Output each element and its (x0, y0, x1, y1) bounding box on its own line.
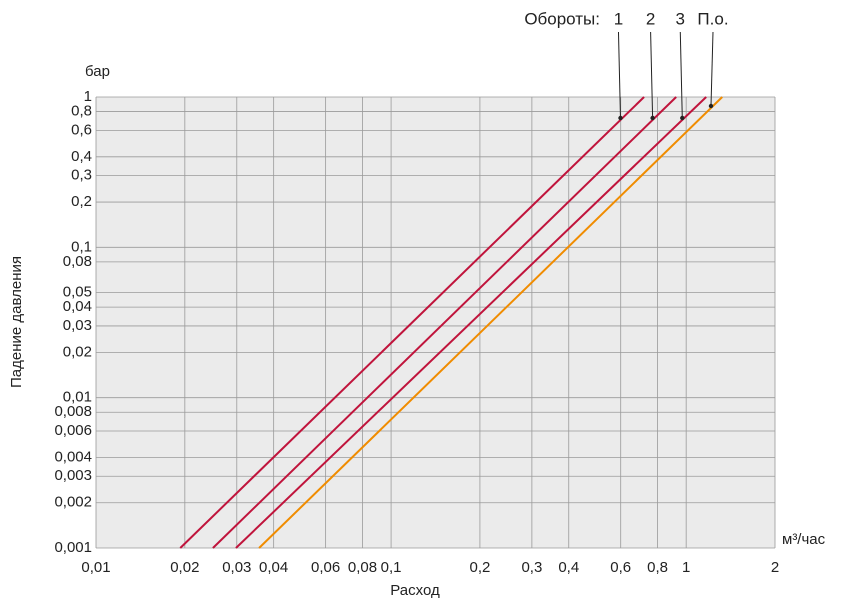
y-tick-label: 0,04 (63, 298, 92, 315)
legend-leader (679, 31, 683, 119)
y-tick-label: 0,8 (71, 103, 92, 120)
x-tick-label: 0,6 (610, 559, 631, 576)
y-tick-label: 0,4 (71, 148, 92, 165)
x-tick-label: 0,02 (170, 559, 199, 576)
legend-label: 3 (676, 9, 685, 28)
y-tick-label: 0,08 (63, 253, 92, 270)
x-tick-label: 0,1 (381, 559, 402, 576)
y-tick-label: 0,01 (63, 389, 92, 406)
legend-dot (680, 115, 685, 121)
y-tick-label: 0,2 (71, 193, 92, 210)
legend-leader (617, 31, 621, 119)
y-tick-label: 0,3 (71, 167, 92, 184)
y-unit: бар (85, 63, 110, 80)
legend-dot (650, 115, 655, 121)
x-axis-label: Расход (390, 582, 440, 599)
series-line (235, 96, 707, 549)
y-tick-label: 0,008 (54, 403, 92, 420)
y-tick-label: 0,6 (71, 121, 92, 138)
x-unit: м³/час (782, 531, 826, 548)
legend-label: 1 (614, 9, 623, 28)
legend-leader (710, 31, 714, 107)
x-tick-label: 0,4 (558, 559, 579, 576)
series-line (179, 96, 645, 549)
y-tick-label: 0,004 (54, 448, 92, 465)
legend-label: П.о. (697, 9, 728, 28)
legend-leader (650, 31, 654, 119)
y-axis-label: Падение давления (8, 256, 25, 388)
legend-dot (618, 115, 623, 121)
x-tick-label: 2 (771, 559, 779, 576)
series-line (258, 96, 723, 549)
legend-title: Обороты: (524, 9, 600, 28)
x-tick-label: 0,06 (311, 559, 340, 576)
y-tick-label: 0,03 (63, 317, 92, 334)
y-tick-label: 0,003 (54, 467, 92, 484)
x-tick-label: 0,04 (259, 559, 288, 576)
y-tick-label: 0,1 (71, 238, 92, 255)
x-tick-label: 0,08 (348, 559, 377, 576)
legend-label: 2 (646, 9, 655, 28)
y-tick-label: 1 (84, 88, 92, 105)
plot-area (96, 97, 775, 548)
x-tick-label: 0,3 (521, 559, 542, 576)
y-tick-label: 0,001 (54, 539, 92, 556)
legend-dot (708, 103, 714, 109)
y-tick-label: 0,006 (54, 422, 92, 439)
y-tick-label: 0,05 (63, 284, 92, 301)
series-line (212, 96, 677, 549)
x-tick-label: 0,03 (222, 559, 251, 576)
x-tick-label: 0,01 (81, 559, 110, 576)
x-tick-label: 0,2 (469, 559, 490, 576)
y-tick-label: 0,02 (63, 343, 92, 360)
y-tick-label: 0,002 (54, 494, 92, 511)
x-tick-label: 1 (682, 559, 690, 576)
x-tick-label: 0,8 (647, 559, 668, 576)
